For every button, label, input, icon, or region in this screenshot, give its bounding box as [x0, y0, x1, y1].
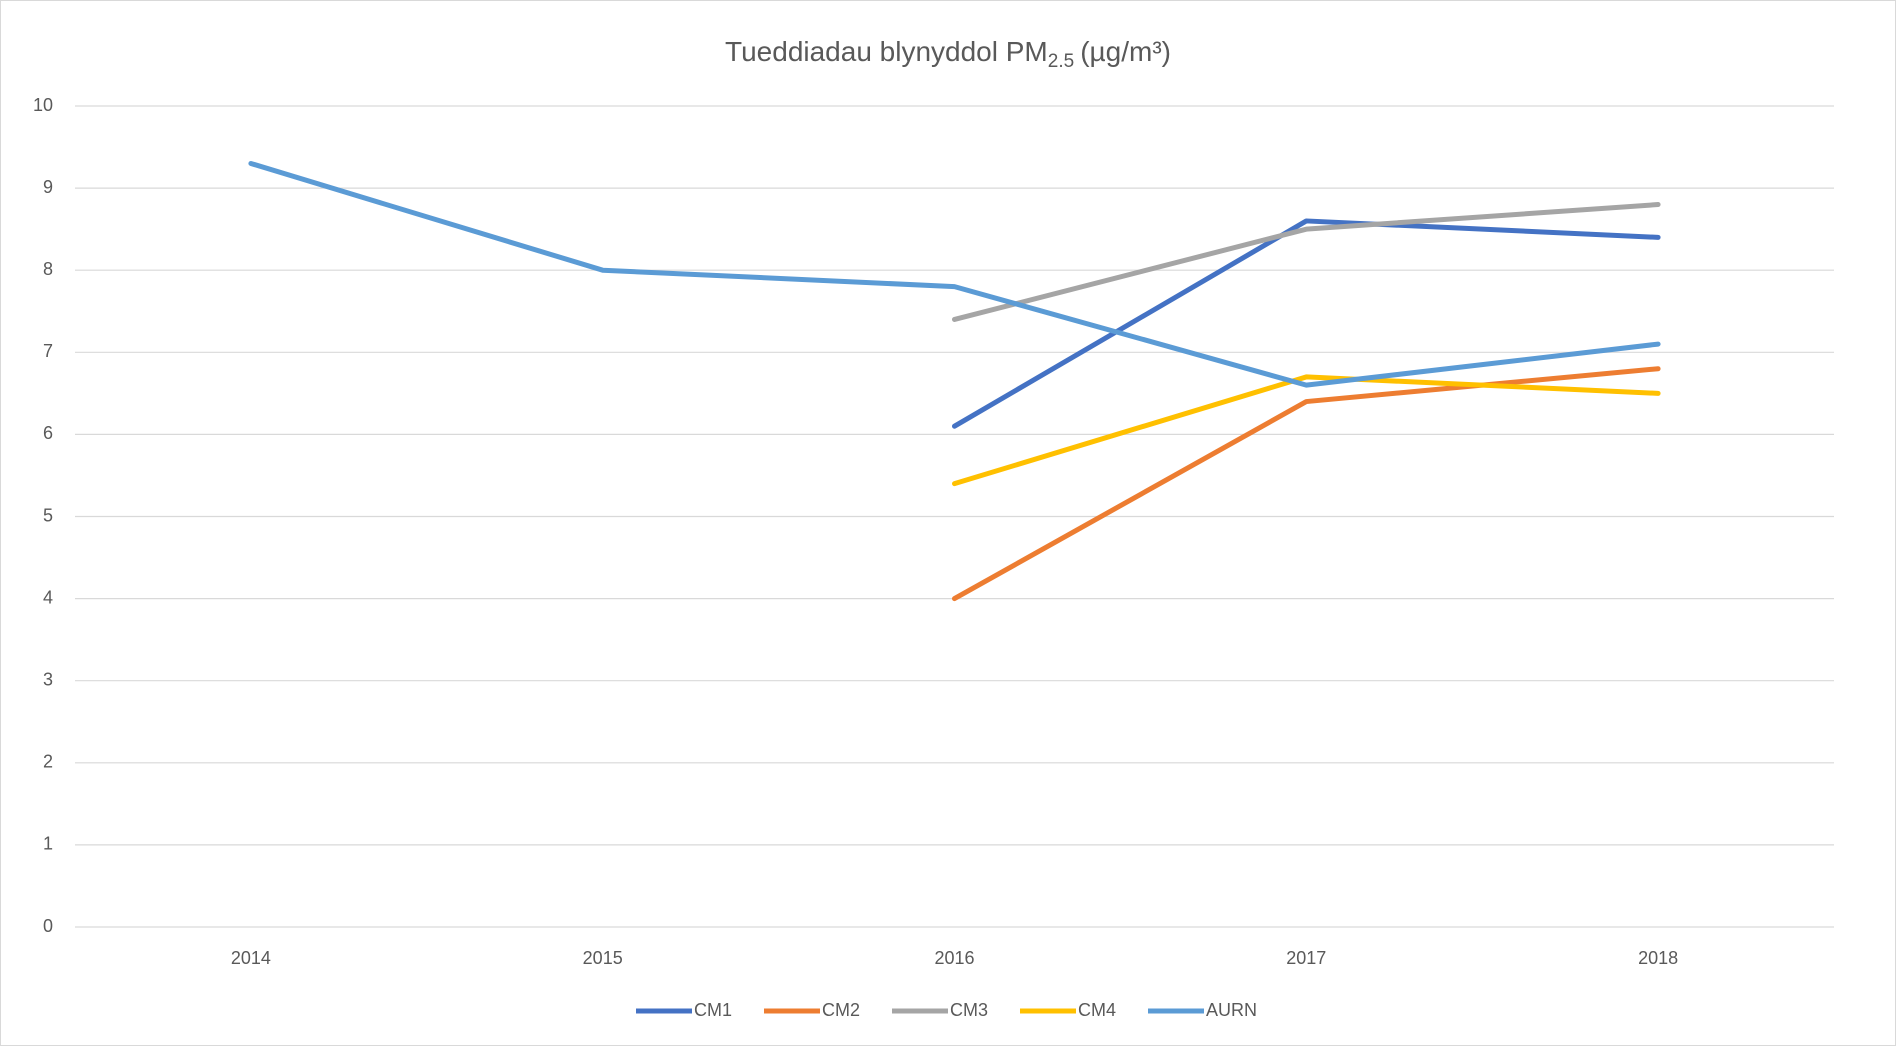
legend-label: CM1 — [694, 1000, 732, 1020]
series-line — [952, 366, 1661, 602]
legend-label: CM4 — [1078, 1000, 1116, 1020]
title-subscript: 2.5 — [1048, 51, 1074, 72]
x-tick-label: 2017 — [1286, 948, 1326, 968]
chart-title: Tueddiadau blynyddol PM2.5 (µg/m³) — [725, 36, 1171, 72]
legend-label: CM3 — [950, 1000, 988, 1020]
y-tick-label: 7 — [43, 341, 53, 361]
y-tick-label: 1 — [43, 834, 53, 854]
x-tick-label: 2014 — [231, 948, 271, 968]
x-tick-label: 2016 — [934, 948, 974, 968]
legend-label: CM2 — [822, 1000, 860, 1020]
series-line — [248, 160, 1661, 388]
x-tick-label: 2018 — [1638, 948, 1678, 968]
y-tick-label: 4 — [43, 587, 53, 607]
y-tick-label: 9 — [43, 177, 53, 197]
series-line — [952, 374, 1661, 487]
x-tick-label: 2015 — [583, 948, 623, 968]
y-tick-label: 3 — [43, 669, 53, 689]
y-tick-label: 6 — [43, 423, 53, 443]
title-main: Tueddiadau blynyddol PM — [725, 36, 1048, 67]
y-tick-label: 10 — [33, 95, 53, 115]
y-tick-label: 0 — [43, 916, 53, 936]
series-line — [952, 202, 1661, 322]
y-tick-label: 8 — [43, 259, 53, 279]
y-tick-label: 2 — [43, 752, 53, 772]
series-line — [952, 218, 1661, 429]
y-tick-label: 5 — [43, 505, 53, 525]
title-unit: (µg/m³) — [1080, 36, 1171, 67]
legend-label: AURN — [1206, 1000, 1257, 1020]
